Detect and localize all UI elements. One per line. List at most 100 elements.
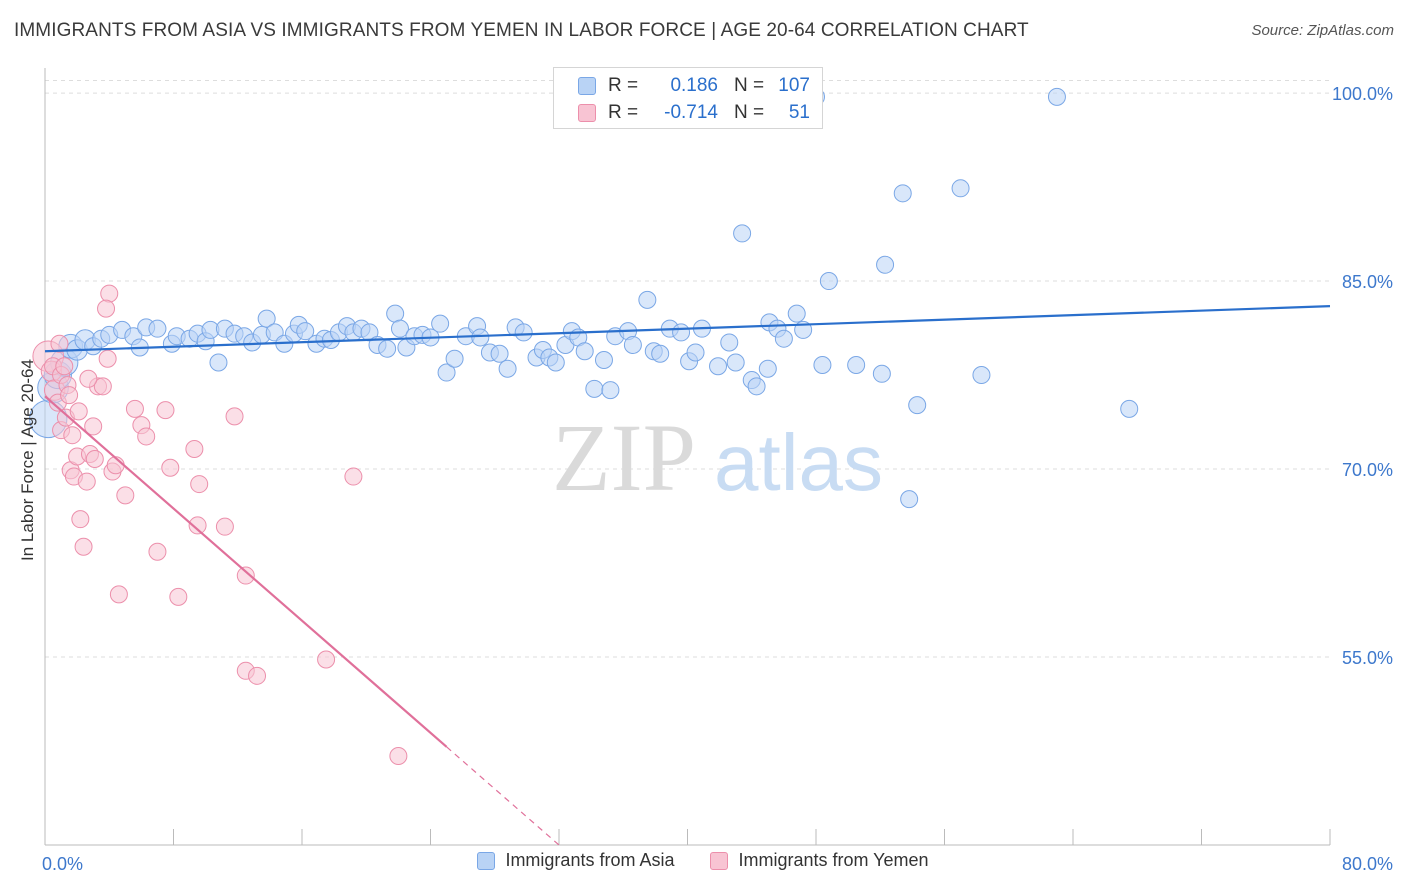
asia-point <box>813 356 832 375</box>
yemen-point <box>109 585 128 604</box>
asia-point <box>686 343 705 362</box>
asia-point <box>733 224 752 243</box>
yemen-point <box>85 450 104 469</box>
yemen-trend-line-extension <box>446 746 560 846</box>
yemen-point <box>69 402 88 421</box>
asia-point <box>378 339 397 358</box>
yemen-point <box>63 426 82 445</box>
asia-point <box>601 381 620 400</box>
tick-labels: 100.0% 85.0% 70.0% 55.0% 0.0% 80.0% <box>42 84 1393 874</box>
yemen-point <box>97 299 116 318</box>
asia-point <box>546 353 565 372</box>
asia-point <box>514 323 533 342</box>
chart-title: IMMIGRANTS FROM ASIA VS IMMIGRANTS FROM … <box>14 20 1029 41</box>
yemen-point <box>190 475 209 494</box>
yemen-point <box>389 747 408 766</box>
asia-point <box>672 323 691 342</box>
asia-point <box>758 359 777 378</box>
asia-point <box>876 255 895 274</box>
legend-label-asia: Immigrants from Asia <box>505 850 675 870</box>
legend-r-value-asia: 0.186 <box>670 75 718 96</box>
yemen-point <box>50 334 69 353</box>
legend-r-value-yemen: -0.714 <box>664 102 718 123</box>
asia-point <box>445 349 464 368</box>
legend-n-label: N = <box>734 75 765 96</box>
axes <box>44 68 1331 846</box>
legend-swatch-yemen <box>578 104 596 122</box>
x-tick-label: 80.0% <box>1342 854 1393 874</box>
series-legend: Immigrants from Asia Immigrants from Yem… <box>0 850 1406 871</box>
watermark-zip: ZIP <box>552 404 696 511</box>
asia-point <box>972 366 991 385</box>
source-label: Source: ZipAtlas.com <box>1251 22 1394 39</box>
watermark-atlas: atlas <box>714 418 883 507</box>
legend-swatch-asia <box>477 851 496 870</box>
asia-point <box>575 342 594 361</box>
asia-point <box>209 353 228 372</box>
yemen-point <box>317 650 336 669</box>
yemen-point <box>74 537 93 556</box>
yemen-point <box>236 566 255 585</box>
legend-item-yemen: Immigrants from Yemen <box>710 850 929 871</box>
asia-point <box>951 179 970 198</box>
x-tick-label: 0.0% <box>42 854 83 874</box>
legend-label-yemen: Immigrants from Yemen <box>738 850 929 870</box>
asia-point <box>1047 87 1066 106</box>
yemen-point <box>215 517 234 536</box>
yemen-point <box>100 284 119 303</box>
yemen-point <box>344 467 363 486</box>
legend-n-value-asia: 107 <box>778 75 810 96</box>
correlation-legend: R = 0.186 N = 107 R = -0.714 N = 51 <box>553 67 823 129</box>
asia-point <box>471 328 490 347</box>
legend-row-asia: R = 0.186 N = 107 <box>578 74 810 98</box>
yemen-point <box>60 386 79 405</box>
asia-point <box>585 379 604 398</box>
legend-item-asia: Immigrants from Asia <box>477 850 674 871</box>
legend-r-label: R = <box>608 102 639 123</box>
asia-trend-line <box>44 305 1331 353</box>
yemen-point <box>84 417 103 436</box>
yemen-point <box>169 587 188 606</box>
legend-n-value-yemen: 51 <box>788 102 810 123</box>
asia-point <box>1120 399 1139 418</box>
yemen-point <box>148 542 167 561</box>
asia-point <box>893 184 912 203</box>
legend-n-label: N = <box>734 102 765 123</box>
asia-point <box>651 344 670 363</box>
watermark: ZIP atlas <box>552 404 883 511</box>
asia-point <box>847 356 866 375</box>
yemen-point <box>71 510 90 529</box>
asia-point <box>498 359 517 378</box>
asia-point <box>148 319 167 338</box>
asia-point <box>390 319 409 338</box>
yemen-point <box>188 516 207 535</box>
yemen-point <box>79 369 98 388</box>
data-points <box>29 87 1139 766</box>
yemen-point <box>185 439 204 458</box>
yemen-point <box>156 401 175 420</box>
asia-point <box>437 363 456 382</box>
yemen-point <box>98 349 117 368</box>
asia-point <box>774 329 793 348</box>
yemen-trend-line <box>44 395 448 748</box>
asia-point <box>747 377 766 396</box>
legend-row-yemen: R = -0.714 N = 51 <box>578 101 810 125</box>
asia-point <box>296 322 315 341</box>
asia-point <box>872 364 891 383</box>
asia-point <box>726 353 745 372</box>
yemen-point <box>125 399 144 418</box>
y-tick-label: 85.0% <box>1342 272 1393 292</box>
yemen-point <box>248 666 267 685</box>
asia-point <box>709 357 728 376</box>
yemen-point <box>116 486 135 505</box>
asia-point <box>720 333 739 352</box>
asia-point <box>594 351 613 370</box>
y-axis-label: In Labor Force | Age 20-64 <box>18 359 37 561</box>
yemen-point <box>161 458 180 477</box>
yemen-point <box>55 357 74 376</box>
asia-point <box>900 490 919 509</box>
legend-r-label: R = <box>608 75 639 96</box>
y-tick-label: 55.0% <box>1342 648 1393 668</box>
asia-point <box>787 304 806 323</box>
